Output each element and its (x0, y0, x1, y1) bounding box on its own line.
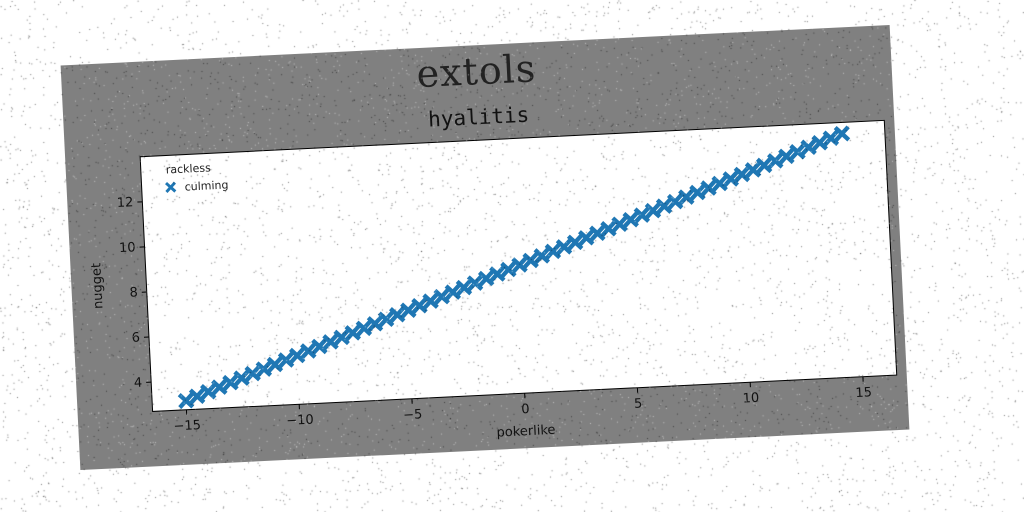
x-axis-label: pokerlike (496, 423, 556, 441)
y-tick-label: 10 (119, 240, 136, 256)
x-tick-label: 5 (634, 397, 643, 412)
x-tick-label: 15 (855, 385, 872, 401)
x-tick-label: −10 (286, 413, 314, 429)
x-tick-label: 10 (742, 391, 759, 407)
x-tick-label: 0 (521, 402, 530, 417)
y-axis-label: nugget (89, 263, 106, 310)
x-tick-label: −5 (403, 407, 423, 423)
y-tick-label: 6 (131, 331, 140, 346)
y-tick-label: 4 (134, 376, 143, 391)
plot-svg: −15 −10 −5 0 5 10 15 4 6 8 10 12 rackless culming p… (89, 119, 898, 441)
x-tick-label: −15 (173, 418, 201, 434)
y-tick-label: 8 (129, 285, 138, 300)
legend-title: rackless (166, 161, 212, 176)
y-tick-label: 12 (117, 195, 134, 211)
figure: extols hyalitis −15 −10 −5 0 5 10 15 4 6 8 10 12 ra… (60, 24, 910, 471)
legend-entry-label: culming (184, 178, 228, 193)
